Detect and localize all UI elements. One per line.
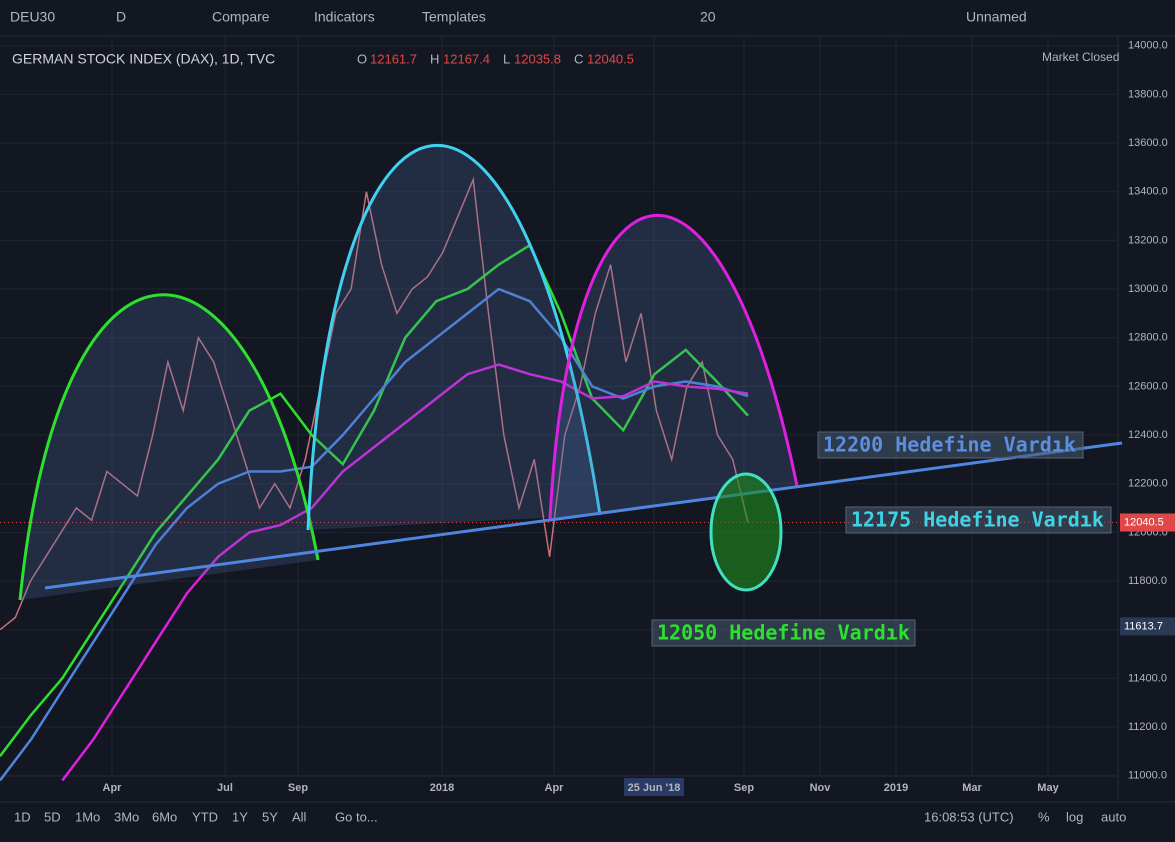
legend-l: 12035.8 (514, 51, 561, 66)
market-status: Market Closed (1042, 50, 1119, 64)
legend-c-label: C (574, 51, 583, 66)
annotation-box (845, 506, 1112, 534)
target-ellipse (709, 472, 783, 592)
toolbar (0, 0, 1175, 36)
x-tick-label: 2019 (884, 782, 908, 794)
log-toggle[interactable]: log (1066, 809, 1083, 824)
price-tag-label: 11613.7 (1124, 620, 1163, 632)
y-tick-label: 13600.0 (1128, 137, 1168, 149)
price-tag (1120, 617, 1175, 636)
annotation-text: 12175 Hedefine Vardık (851, 508, 1104, 532)
legend-l-label: L (503, 51, 510, 66)
range-button[interactable]: 6Mo (152, 809, 177, 824)
annotation-text: 12200 Hedefine Vardık (823, 433, 1076, 457)
y-tick-label: 11000.0 (1128, 770, 1167, 782)
legend-h-label: H (430, 51, 439, 66)
auto-toggle[interactable]: auto (1101, 809, 1126, 824)
price-tag-label: 12040.5 (1124, 516, 1164, 528)
y-tick-label: 11400.0 (1128, 672, 1167, 684)
range-button[interactable]: 1Y (232, 809, 248, 824)
arc-green (18, 293, 320, 601)
symbol[interactable]: DEU30 (10, 9, 55, 25)
layout-name[interactable]: Unnamed (966, 9, 1027, 25)
y-tick-label: 13000.0 (1128, 283, 1168, 295)
price-tag (1120, 513, 1175, 532)
x-tick-label: 25 Jun '18 (628, 782, 681, 794)
annotation-box (817, 431, 1084, 459)
range-button[interactable]: 3Mo (114, 809, 139, 824)
bottom-bar (0, 802, 1175, 837)
y-tick-label: 12400.0 (1128, 429, 1168, 441)
range-button[interactable]: 1D (14, 809, 31, 824)
annotation-text: 12050 Hedefine Vardık (657, 621, 910, 645)
x-tick-label: Jul (217, 782, 233, 794)
interval[interactable]: D (116, 9, 126, 25)
y-tick-label: 13400.0 (1128, 186, 1168, 198)
price-line (0, 176, 749, 631)
y-tick-label: 14000.0 (1128, 40, 1168, 52)
annotation-box (651, 619, 916, 647)
range-button[interactable]: YTD (192, 809, 218, 824)
templates[interactable]: Templates (422, 9, 486, 25)
legend-o-label: O (357, 51, 367, 66)
moving-average (61, 363, 749, 782)
x-tick-label: Apr (103, 782, 123, 794)
annotations: 12200 Hedefine Vardık 12175 Hedefine Vard… (651, 431, 1112, 647)
arc-magenta (548, 213, 799, 521)
percent-toggle[interactable]: % (1038, 809, 1050, 824)
x-tick-label: Mar (962, 782, 982, 794)
y-tick-label: 13800.0 (1128, 88, 1168, 100)
x-tick-label: Apr (545, 782, 565, 794)
moving-average (0, 243, 749, 757)
x-tick-label: May (1037, 782, 1059, 794)
drawings (18, 143, 1123, 601)
x-tick-label: Sep (734, 782, 754, 794)
x-tick-label: 2018 (430, 782, 454, 794)
indicators[interactable]: Indicators (314, 9, 375, 25)
y-tick-label: 12600.0 (1128, 380, 1168, 392)
crosshair-label-bg (624, 778, 684, 796)
range-button[interactable]: 1Mo (75, 809, 100, 824)
compare[interactable]: Compare (212, 9, 270, 25)
trend-line (44, 441, 1123, 590)
range-button[interactable]: All (292, 809, 307, 824)
range-button[interactable]: 5D (44, 809, 61, 824)
font-size[interactable]: 20 (700, 9, 716, 25)
clock: 16:08:53 (UTC) (924, 809, 1014, 824)
legend-title: GERMAN STOCK INDEX (DAX), 1D, TVC (12, 51, 275, 67)
goto[interactable]: Go to... (335, 809, 378, 824)
arc-cyan (306, 143, 602, 531)
y-tick-label: 11800.0 (1128, 575, 1167, 587)
legend-o: 12161.7 (370, 51, 417, 66)
arc-fill (20, 294, 318, 600)
y-tick-label: 12200.0 (1128, 478, 1168, 490)
x-tick-label: Nov (810, 782, 832, 794)
y-tick-label: 11200.0 (1128, 721, 1167, 733)
y-tick-label: 12800.0 (1128, 332, 1168, 344)
y-tick-label: 13200.0 (1128, 234, 1168, 246)
moving-average (0, 287, 749, 782)
legend-c: 12040.5 (587, 51, 634, 66)
x-tick-label: Sep (288, 782, 308, 794)
legend-h: 12167.4 (443, 51, 490, 66)
range-button[interactable]: 5Y (262, 809, 278, 824)
